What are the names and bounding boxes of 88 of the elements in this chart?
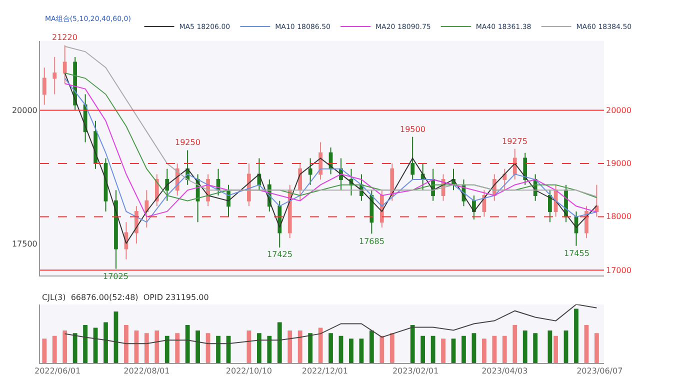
annotation: 17025 bbox=[103, 272, 128, 281]
candlestick bbox=[298, 163, 302, 202]
bar bbox=[512, 325, 518, 363]
bar bbox=[482, 338, 486, 363]
line-series bbox=[64, 72, 598, 244]
bar bbox=[42, 338, 47, 363]
annotation: 17685 bbox=[359, 237, 384, 246]
bar bbox=[164, 336, 170, 363]
y-tick-label: 17500 bbox=[12, 239, 38, 248]
bar bbox=[144, 333, 149, 363]
bar bbox=[216, 336, 220, 363]
bar bbox=[594, 333, 599, 363]
x-tick-label: 2023/06/07 bbox=[576, 366, 623, 376]
x-tick-label: 2022/08/01 bbox=[124, 366, 170, 376]
bar bbox=[472, 333, 476, 363]
candlestick bbox=[594, 184, 599, 218]
bar bbox=[267, 336, 272, 363]
bar bbox=[522, 330, 528, 363]
x-tick-label: 2023/04/03 bbox=[482, 366, 528, 376]
bar bbox=[462, 336, 466, 363]
bar bbox=[533, 333, 538, 363]
bar bbox=[359, 338, 364, 363]
ref-line-label: 20000 bbox=[606, 106, 632, 115]
bar bbox=[420, 336, 426, 363]
bar bbox=[410, 325, 415, 363]
candlestick bbox=[114, 190, 118, 270]
bar bbox=[338, 336, 344, 363]
bar bbox=[441, 338, 446, 363]
candlestick bbox=[247, 163, 251, 207]
x-tick-label: 2022/12/01 bbox=[302, 366, 348, 376]
candlestick bbox=[308, 158, 312, 186]
bar bbox=[502, 336, 507, 363]
candlestick bbox=[502, 168, 507, 191]
bar bbox=[564, 330, 568, 363]
candlestick bbox=[548, 190, 552, 223]
bar bbox=[72, 333, 78, 363]
bar bbox=[328, 333, 333, 363]
bar bbox=[154, 330, 160, 363]
bar bbox=[369, 330, 374, 363]
bar bbox=[548, 330, 552, 363]
candlestick bbox=[52, 56, 57, 95]
ref-line-label: 19000 bbox=[606, 159, 632, 168]
bar bbox=[277, 322, 282, 363]
ref-line-label: 17000 bbox=[606, 266, 632, 275]
annotation: 19275 bbox=[502, 137, 528, 146]
ref-line-label: 18000 bbox=[606, 212, 632, 221]
candlestick bbox=[124, 222, 128, 260]
bar bbox=[430, 336, 436, 363]
bar bbox=[492, 336, 497, 363]
annotation: 17425 bbox=[267, 250, 292, 259]
bar bbox=[288, 330, 292, 363]
candlestick bbox=[62, 44, 67, 84]
candlestick bbox=[574, 210, 578, 246]
bar bbox=[574, 308, 578, 363]
bar bbox=[380, 336, 384, 363]
bar bbox=[185, 325, 190, 363]
bar bbox=[134, 330, 139, 363]
annotation: 19500 bbox=[400, 125, 426, 134]
bar bbox=[298, 330, 302, 363]
bar bbox=[175, 333, 180, 363]
chart-title: CJL(3) 66876.00(52:48) OPID 231195.00 bbox=[42, 293, 209, 302]
bar bbox=[308, 333, 312, 363]
bar bbox=[104, 322, 108, 363]
candlestick bbox=[410, 136, 415, 180]
candlestick bbox=[165, 168, 170, 202]
x-tick-label: 2022/06/01 bbox=[34, 366, 81, 376]
annotation: 21220 bbox=[52, 33, 78, 42]
x-tick-label: 2023/02/01 bbox=[392, 366, 439, 376]
x-tick-label: 2022/10/10 bbox=[226, 366, 272, 376]
line-series bbox=[64, 46, 598, 198]
candlestick bbox=[390, 163, 394, 202]
bar bbox=[196, 330, 200, 363]
bar bbox=[451, 338, 456, 363]
bar bbox=[83, 325, 88, 363]
bar bbox=[349, 338, 354, 363]
bar bbox=[124, 325, 128, 363]
annotation: 19250 bbox=[175, 138, 200, 147]
bar bbox=[256, 333, 262, 363]
bar bbox=[390, 333, 394, 363]
bar bbox=[52, 336, 57, 363]
candlestick bbox=[144, 190, 149, 228]
bar bbox=[62, 330, 68, 363]
candlestick bbox=[318, 142, 322, 180]
annotation: 17455 bbox=[564, 249, 590, 258]
bar bbox=[554, 336, 558, 363]
bar bbox=[584, 325, 589, 363]
candlestick bbox=[523, 152, 528, 186]
candlestick bbox=[42, 67, 46, 106]
